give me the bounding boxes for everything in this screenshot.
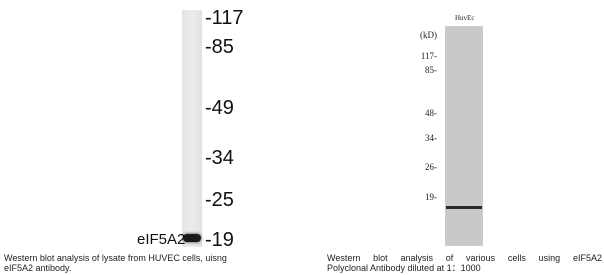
marker-label: 48- xyxy=(425,108,437,118)
caption-line: Western blot analysis of various cells u… xyxy=(327,253,602,263)
marker-label: -49 xyxy=(205,98,234,118)
band-label: eIF5A2- xyxy=(137,231,190,248)
marker-label: 34- xyxy=(425,133,437,143)
blot-lane xyxy=(182,10,202,247)
marker-label: 19- xyxy=(425,192,437,202)
caption-line: Polyclonal Antibody diluted at 1：1000 xyxy=(327,263,481,273)
lane-label: HuvEc xyxy=(455,14,474,22)
marker-label: -19 xyxy=(205,230,234,250)
marker-label: 85- xyxy=(425,65,437,75)
caption-line: Western blot analysis of lysate from HUV… xyxy=(4,253,227,263)
marker-label: 117- xyxy=(421,51,437,61)
page: -117 -85 -49 -34 -25 -19 eIF5A2- Western… xyxy=(0,0,604,275)
marker-label: -25 xyxy=(205,190,234,210)
marker-label: -85 xyxy=(205,37,234,57)
caption-line: eIF5A2 antibody. xyxy=(4,263,71,273)
marker-label: -117 xyxy=(205,8,244,28)
marker-label: 26- xyxy=(425,162,437,172)
marker-label: -34 xyxy=(205,148,234,168)
unit-label: (kD) xyxy=(420,30,437,40)
blot-band xyxy=(446,206,482,209)
blot-lane xyxy=(445,26,483,246)
